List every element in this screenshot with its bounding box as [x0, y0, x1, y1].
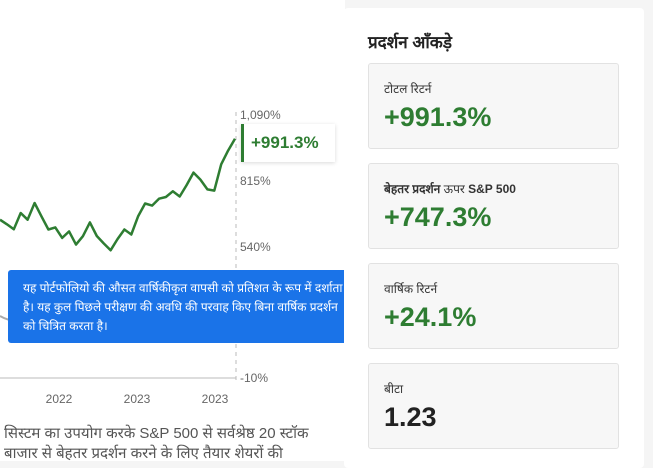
- y-tick-label: 815%: [240, 174, 271, 188]
- y-tick-label: 1,090%: [240, 108, 281, 122]
- stat-label: वार्षिक रिटर्न: [384, 282, 438, 296]
- end-value-text: +991.3%: [251, 133, 319, 152]
- stat-label: बीटा: [384, 382, 404, 396]
- performance-chart: 1,090% 815% 540% -10% 2022 2023 2023 +99…: [0, 108, 344, 461]
- tooltip-text: यह पोर्टफोलियो की औसत वार्षिकीकृत वापसी …: [23, 281, 343, 333]
- description-line: सिस्टम का उपयोग करके S&P 500 से सर्वश्रे…: [4, 425, 309, 442]
- y-tick-label: 540%: [240, 240, 271, 254]
- panel-title: प्रदर्शन आँकड़े: [368, 33, 452, 52]
- x-tick-label: 2023: [201, 392, 229, 406]
- description-line: बाजार से बेहतर प्रदर्शन करने के लिए तैया…: [4, 445, 283, 461]
- performance-stats-panel: प्रदर्शन आँकड़े टोटल रिटर्न +991.3% बेहत…: [344, 8, 644, 468]
- stat-label: टोटल रिटर्न: [384, 82, 432, 96]
- stat-label-bold: S&P 500: [468, 182, 516, 196]
- stat-label-bold: बेहतर प्रदर्शन: [384, 182, 441, 196]
- stat-label: बेहतर प्रदर्शन ऊपर S&P 500: [384, 180, 516, 197]
- end-value-label: +991.3%: [241, 124, 335, 162]
- x-tick-label: 2023: [123, 392, 151, 406]
- strategy-description: सिस्टम का उपयोग करके S&P 500 से सर्वश्रे…: [4, 424, 344, 461]
- stat-card-beta: बीटा 1.23: [368, 363, 619, 449]
- x-tick-label: 2022: [45, 392, 73, 406]
- stat-card-annual-return: वार्षिक रिटर्न +24.1%: [368, 263, 619, 349]
- end-value-marker: [241, 124, 244, 162]
- stat-card-outperformance: बेहतर प्रदर्शन ऊपर S&P 500 +747.3%: [368, 163, 619, 249]
- stat-value: +991.3%: [384, 102, 492, 132]
- stat-label-text: ऊपर: [440, 182, 469, 196]
- y-tick-label: -10%: [240, 371, 269, 385]
- stat-value: +747.3%: [384, 202, 492, 232]
- stat-value: 1.23: [384, 402, 437, 432]
- stat-card-total-return: टोटल रिटर्न +991.3%: [368, 63, 619, 149]
- portfolio-return-line: [0, 138, 237, 252]
- info-tooltip: यह पोर्टफोलियो की औसत वार्षिकीकृत वापसी …: [8, 270, 365, 343]
- stat-value: +24.1%: [384, 302, 477, 332]
